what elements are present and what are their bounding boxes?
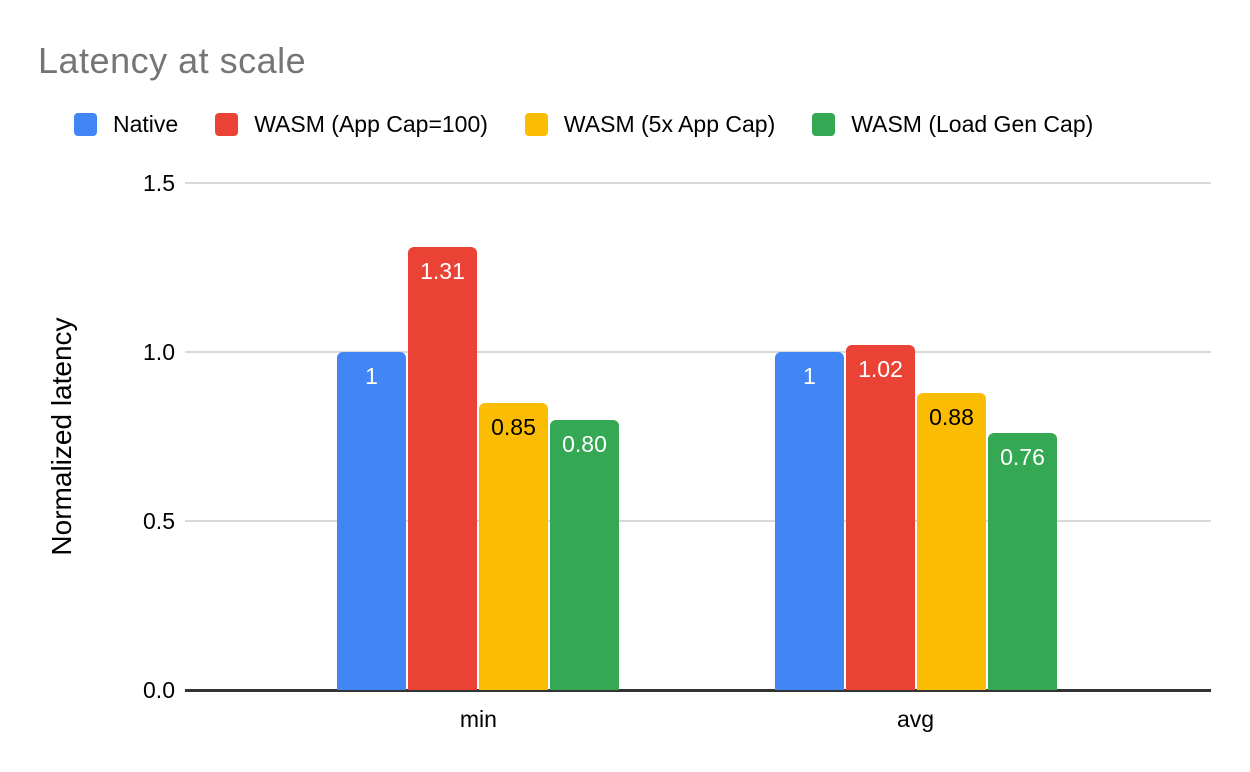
gridline xyxy=(185,520,1211,522)
bar-value-label: 0.88 xyxy=(929,404,974,430)
y-tick-label: 1.5 xyxy=(143,170,175,196)
bar-avg-0: 1 xyxy=(775,352,844,690)
legend-item-wasm-load-gen-cap: WASM (Load Gen Cap) xyxy=(812,111,1093,138)
y-tick-label: 0.0 xyxy=(143,677,175,703)
bar-value-label: 1.31 xyxy=(420,258,465,284)
bar-avg-2: 0.88 xyxy=(917,393,986,690)
legend-swatch-wasm-5x-app-cap xyxy=(524,113,548,136)
x-category-label-min: min xyxy=(459,706,497,732)
y-tick-label: 1.0 xyxy=(143,339,175,365)
legend-item-native: Native xyxy=(74,111,178,138)
bar-avg-1: 1.02 xyxy=(846,345,915,690)
legend-swatch-wasm-app-cap-100 xyxy=(215,113,239,136)
legend-label: Native xyxy=(113,111,179,137)
bar-min-3: 0.80 xyxy=(550,420,619,690)
bar-min-0: 1 xyxy=(337,352,406,690)
bar-value-label: 1 xyxy=(365,363,378,389)
legend-item-wasm-5x-app-cap: WASM (5x App Cap) xyxy=(524,111,776,138)
gridline xyxy=(185,351,1211,353)
legend: Native WASM (App Cap=100) WASM (5x App C… xyxy=(74,111,1093,138)
bar-avg-3: 0.76 xyxy=(988,433,1057,690)
y-tick-label: 0.5 xyxy=(143,508,175,534)
bar-value-label: 0.76 xyxy=(1000,444,1045,470)
legend-swatch-native xyxy=(74,113,97,136)
bar-min-1: 1.31 xyxy=(408,247,477,690)
gridline xyxy=(185,182,1211,184)
legend-label: WASM (App Cap=100) xyxy=(254,111,488,137)
legend-item-wasm-app-cap-100: WASM (App Cap=100) xyxy=(215,111,488,138)
x-category-label-avg: avg xyxy=(896,706,935,732)
legend-swatch-wasm-load-gen-cap xyxy=(812,113,836,136)
bar-value-label: 0.85 xyxy=(491,414,536,440)
bar-value-label: 0.80 xyxy=(562,431,607,457)
x-axis-line xyxy=(185,689,1211,692)
bar-min-2: 0.85 xyxy=(479,403,548,690)
legend-label: WASM (5x App Cap) xyxy=(563,111,776,137)
bar-value-label: 1.02 xyxy=(858,356,903,382)
chart-title: Latency at scale xyxy=(38,40,307,81)
legend-label: WASM (Load Gen Cap) xyxy=(851,111,1094,137)
bar-value-label: 1 xyxy=(803,363,816,389)
